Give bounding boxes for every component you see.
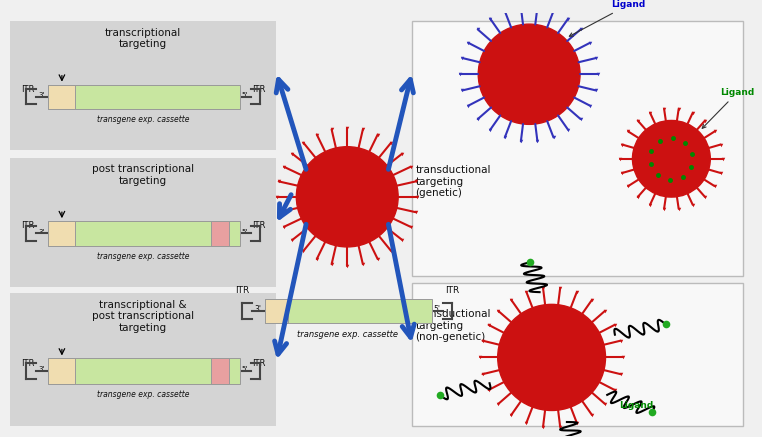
Bar bbox=[411, 284, 743, 427]
Text: 5': 5' bbox=[242, 92, 248, 98]
Text: transgene exp. cassette: transgene exp. cassette bbox=[97, 115, 190, 125]
Ellipse shape bbox=[296, 147, 398, 247]
Text: Ligand: Ligand bbox=[619, 401, 653, 410]
Bar bbox=[49, 85, 75, 109]
Text: 3': 3' bbox=[38, 229, 45, 235]
Text: transgene exp. cassette: transgene exp. cassette bbox=[97, 252, 190, 261]
Text: ITR: ITR bbox=[445, 286, 459, 295]
Text: post transcriptional
targeting: post transcriptional targeting bbox=[92, 164, 194, 186]
Text: transgene exp. cassette: transgene exp. cassette bbox=[296, 330, 398, 339]
Text: ITR: ITR bbox=[252, 359, 266, 368]
Bar bbox=[49, 85, 240, 109]
Text: transductional
targeting
(genetic): transductional targeting (genetic) bbox=[415, 165, 491, 198]
Text: 3': 3' bbox=[38, 366, 45, 372]
Bar bbox=[49, 221, 240, 246]
Ellipse shape bbox=[498, 304, 606, 410]
Text: 3': 3' bbox=[255, 305, 261, 314]
Text: ITR: ITR bbox=[21, 221, 34, 230]
Text: 5': 5' bbox=[433, 305, 440, 314]
Text: Ligand: Ligand bbox=[569, 0, 645, 36]
Text: ITR: ITR bbox=[235, 286, 250, 295]
Text: 3': 3' bbox=[38, 92, 45, 98]
Bar bbox=[212, 221, 229, 246]
Text: 5': 5' bbox=[242, 229, 248, 235]
Bar bbox=[49, 221, 75, 246]
Bar bbox=[411, 21, 743, 276]
Bar bbox=[11, 293, 276, 427]
Bar bbox=[212, 358, 229, 384]
Text: Ligand: Ligand bbox=[703, 88, 754, 128]
Ellipse shape bbox=[632, 121, 710, 197]
Text: transductional
targeting
(non-genetic): transductional targeting (non-genetic) bbox=[415, 309, 491, 342]
Bar bbox=[264, 299, 288, 323]
Bar bbox=[11, 21, 276, 150]
Text: ITR: ITR bbox=[252, 221, 266, 230]
Bar bbox=[264, 299, 432, 323]
Text: transgene exp. cassette: transgene exp. cassette bbox=[97, 390, 190, 399]
Text: ITR: ITR bbox=[252, 85, 266, 94]
Text: ITR: ITR bbox=[21, 359, 34, 368]
Text: transcriptional
targeting: transcriptional targeting bbox=[105, 28, 181, 49]
Text: 5': 5' bbox=[242, 366, 248, 372]
Bar bbox=[11, 158, 276, 287]
Bar bbox=[49, 358, 240, 384]
Ellipse shape bbox=[479, 24, 580, 125]
Text: ITR: ITR bbox=[21, 85, 34, 94]
Text: transcriptional &
post transcriptional
targeting: transcriptional & post transcriptional t… bbox=[92, 299, 194, 333]
Bar bbox=[49, 358, 75, 384]
